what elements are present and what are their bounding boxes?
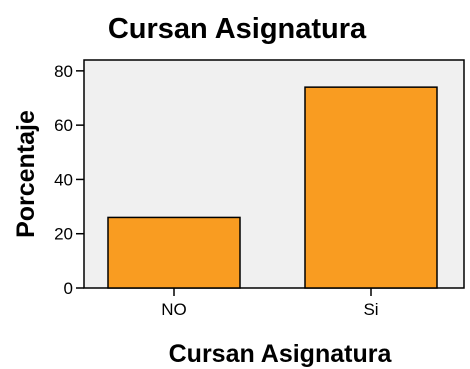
y-tick-label-80: 80 <box>54 62 73 81</box>
x-tick-label-si: Si <box>363 300 378 319</box>
x-tick-label-no: NO <box>161 300 187 319</box>
bars-layer <box>107 86 438 289</box>
bar-si <box>304 86 438 289</box>
bar-no <box>107 216 241 289</box>
y-tick-label-0: 0 <box>64 279 73 298</box>
y-axis: 0 20 40 60 80 <box>54 62 84 298</box>
x-axis-label: Cursan Asignatura <box>169 340 393 368</box>
x-axis: NO Si <box>161 288 379 319</box>
y-tick-label-40: 40 <box>54 170 73 189</box>
y-tick-label-60: 60 <box>54 116 73 135</box>
y-axis-label: Porcentaje <box>12 110 40 238</box>
y-tick-label-20: 20 <box>54 225 73 244</box>
chart-title: Cursan Asignatura <box>108 13 367 45</box>
